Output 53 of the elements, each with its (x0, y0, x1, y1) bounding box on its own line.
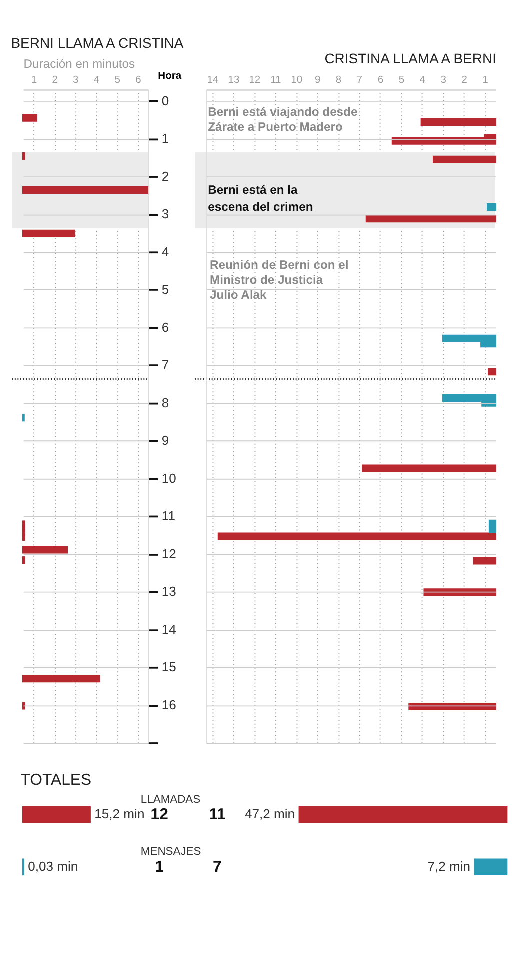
y-tick-label: 16 (162, 697, 176, 712)
category-label: MENSAJES (140, 846, 202, 858)
text: 11 (209, 806, 226, 824)
x-tick-label: 7 (356, 74, 363, 86)
y-tick-label: 3 (162, 206, 170, 222)
x-tick-label: 6 (136, 74, 142, 86)
x-tick-label: 14 (207, 74, 219, 86)
annotation: Reunión de Berni con el Ministro de Justicia Julio Alak (210, 258, 349, 302)
data-label: 7,2 min (428, 858, 470, 874)
text: 7 (213, 858, 222, 876)
x-tick-label: 4 (94, 74, 100, 86)
x-tick-label: 6 (378, 74, 384, 86)
y-tick-label: 1 (162, 131, 170, 146)
data-label: 0,03 min (28, 858, 78, 874)
y-tick-label: 5 (162, 282, 170, 298)
x-tick-label: 1 (482, 74, 489, 86)
x-tick-label: 4 (420, 74, 426, 86)
y-tick-label: 11 (162, 508, 176, 524)
x-tick-label: 1 (31, 74, 38, 86)
x-tick-label: 3 (440, 74, 447, 86)
annotation: Berni está viajando desde Zárate a Puerto Madero (208, 105, 358, 134)
chart-title: CRISTINA LLAMA A BERNI (324, 50, 496, 67)
band-label: Berni está en la escena del crimen (208, 182, 314, 214)
y-tick-label: 9 (162, 433, 170, 448)
x-tick-label: 9 (314, 74, 321, 86)
chart-title: BERNI LLAMA A CRISTINA (11, 34, 184, 51)
y-tick-label: 0 (162, 93, 170, 108)
y-tick-label: 14 (162, 622, 176, 637)
y-tick-label: 4 (162, 244, 170, 260)
data-label: 47,2 min (245, 806, 296, 822)
y-tick-label: 2 (162, 168, 170, 184)
x-tick-label: 13 (228, 74, 240, 86)
x-axis-title: Duración en minutos (24, 56, 135, 71)
x-tick-label: 10 (291, 74, 303, 86)
category-label: LLAMADAS (140, 794, 201, 806)
y-tick-label: 8 (162, 395, 170, 410)
x-tick-label: 12 (249, 74, 261, 86)
y-tick-label: 6 (162, 320, 170, 335)
data-label: 15,2 min (94, 806, 145, 822)
x-tick-label: 8 (336, 74, 342, 86)
y-tick-label: 12 (162, 546, 176, 562)
x-tick-label: 5 (398, 74, 405, 86)
y-axis-title: Hora (158, 71, 182, 82)
x-tick-label: 2 (462, 74, 468, 86)
y-tick-label: 10 (162, 470, 176, 486)
y-tick-label: 13 (162, 584, 176, 600)
x-tick-label: 2 (52, 74, 58, 86)
x-tick-label: 5 (114, 74, 121, 86)
x-tick-label: 3 (73, 74, 80, 86)
y-tick-label: 15 (162, 660, 176, 675)
y-tick-label: 7 (162, 358, 170, 373)
x-tick-label: 11 (270, 74, 282, 86)
chart-title: TOTALES (20, 772, 92, 790)
